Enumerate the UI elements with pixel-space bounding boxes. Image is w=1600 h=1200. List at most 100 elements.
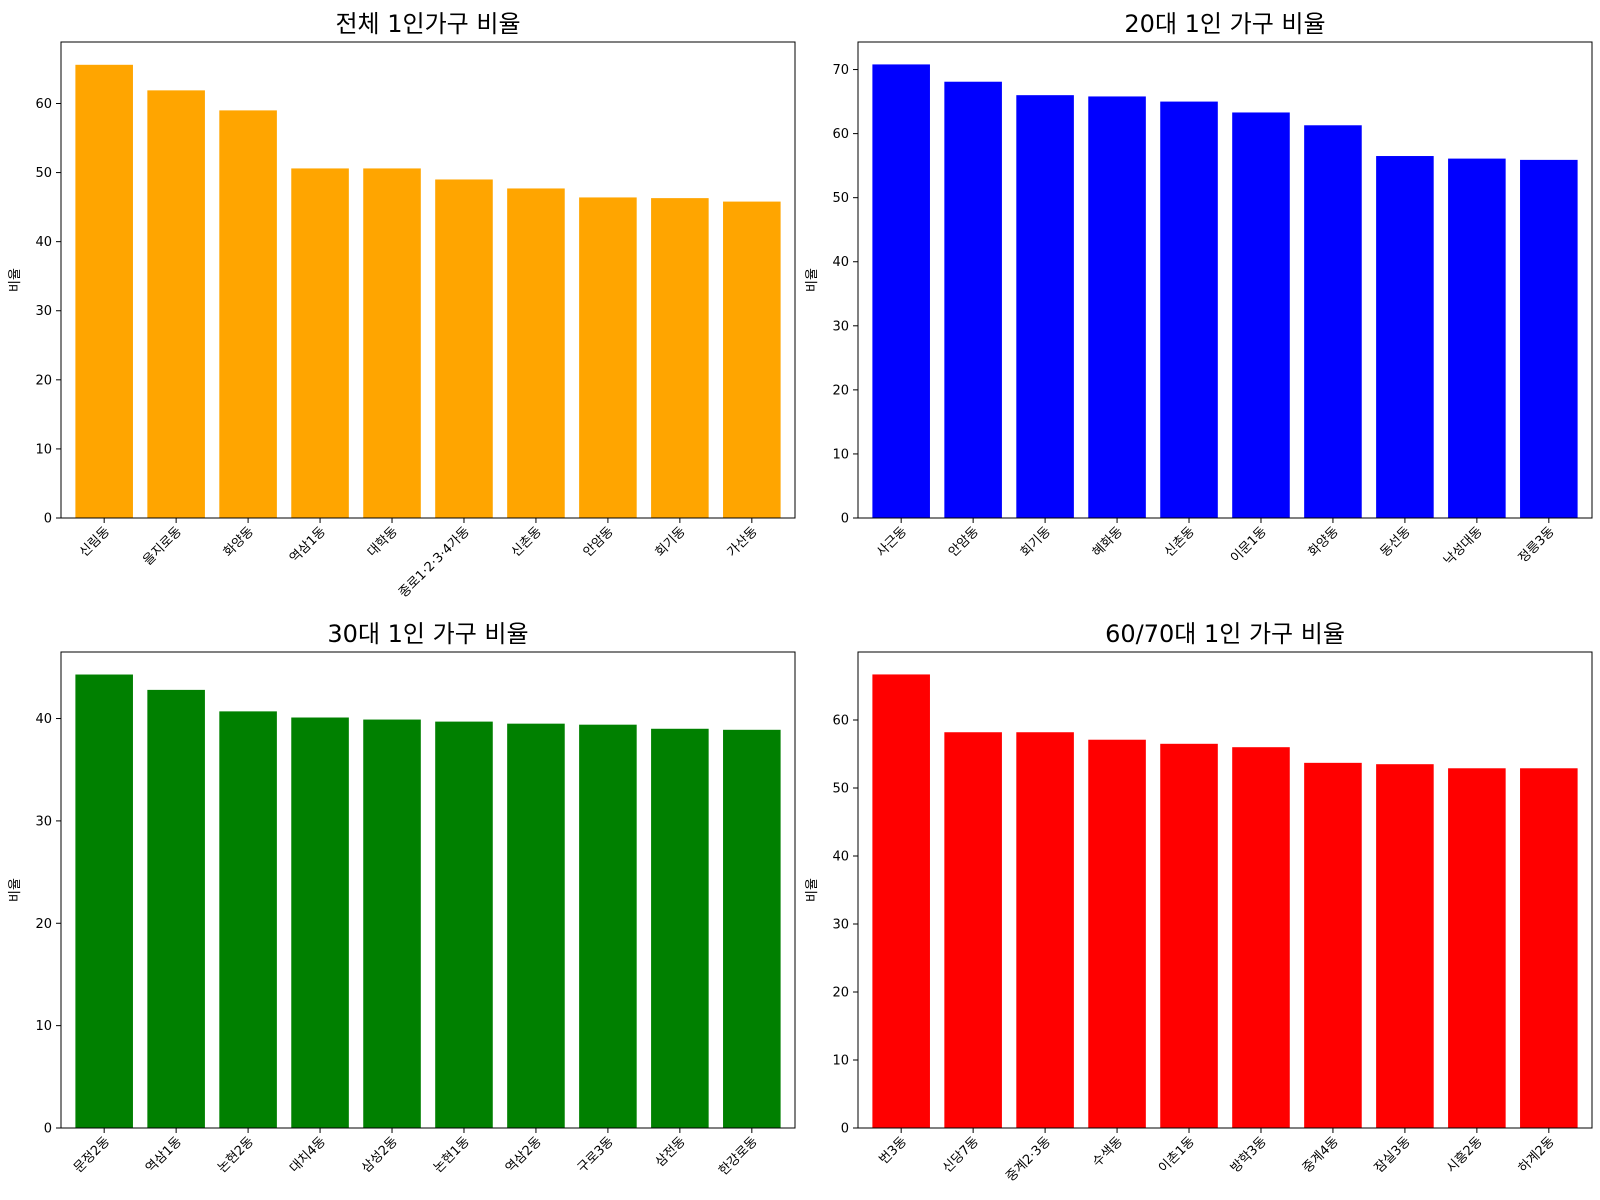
bar-6: [1232, 747, 1290, 1128]
chart-title: 60/70대 1인 가구 비율: [1105, 620, 1345, 648]
x-tick-label: 이촌1동: [1156, 1134, 1198, 1176]
bar-6: [1232, 112, 1290, 518]
bar-10: [1520, 768, 1578, 1128]
y-tick-label: 60: [832, 714, 849, 729]
bar-10: [723, 729, 781, 1128]
y-tick-label: 40: [35, 235, 52, 250]
x-tick-label: 논현2동: [215, 1134, 257, 1176]
x-tick-label: 역삼1동: [287, 524, 329, 566]
bar-8: [579, 724, 637, 1128]
x-tick-label: 화양동: [221, 524, 257, 560]
y-tick-label: 20: [35, 373, 52, 388]
bar-2: [147, 90, 205, 519]
y-tick-label: 50: [832, 191, 849, 206]
x-tick-label: 논현1동: [431, 1134, 473, 1176]
y-tick-label: 20: [832, 383, 849, 398]
x-tick-label: 문정2동: [71, 1134, 113, 1176]
x-tick-label: 신당7동: [940, 1134, 982, 1176]
x-tick-label: 삼전동: [653, 1134, 689, 1170]
x-tick-label: 화양동: [1306, 524, 1342, 560]
y-tick-label: 20: [35, 917, 52, 932]
bar-3: [1016, 95, 1074, 519]
y-tick-label: 10: [35, 442, 52, 457]
bar-7: [507, 188, 565, 518]
x-tick-label: 회기동: [1018, 524, 1054, 560]
y-tick-label: 60: [832, 127, 849, 142]
x-tick-label: 신촌동: [1162, 524, 1198, 560]
x-tick-label: 대학동: [365, 524, 401, 560]
y-axis-label: 비율: [805, 878, 820, 902]
chart-panel-3: 0 10 20 30 40 문정2동 역삼1동 논현2동 대치4동 삼성2동 논현1동 역삼2동 구로3…: [8, 620, 796, 1179]
chart-panel-1: 0 10 20 30 40 50 60 신림동 을지로동 화양동 역삼1동 대학동종로1·2·3·4가…: [8, 10, 796, 601]
x-tick-label: 대치4동: [287, 1134, 329, 1176]
bar-7: [507, 723, 565, 1128]
x-tick-label: 시흥2동: [1444, 1134, 1486, 1176]
bar-8: [1376, 156, 1434, 518]
chart-panel-2: 0 10 20 30 40 50 60 70 사근동 안암동 회기동 혜화동 신촌동 이문1동 화양동 동선동…: [805, 10, 1593, 569]
y-tick-label: 40: [832, 850, 849, 865]
bar-9: [651, 728, 709, 1128]
bar-1: [75, 674, 133, 1128]
bar-7: [1304, 762, 1362, 1128]
bar-8: [579, 197, 637, 518]
x-tick-label: 안암동: [946, 524, 982, 560]
x-tick-label: 동선동: [1378, 524, 1414, 560]
chart-title: 30대 1인 가구 비율: [327, 620, 528, 648]
x-tick-label: 신촌동: [509, 524, 545, 560]
y-tick-label: 30: [35, 814, 52, 829]
y-tick-label: 30: [832, 319, 849, 334]
bar-10: [723, 201, 781, 518]
y-tick-label: 0: [44, 1122, 52, 1137]
bar-6: [435, 179, 493, 519]
x-tick-label: 중계2·3동: [1003, 1134, 1054, 1185]
chart-panel-4: 0 10 20 30 40 50 60 번3동 신당7동 중계2·3동 수색동 이촌1동 방학3동 중계4…: [805, 620, 1593, 1185]
x-tick-label: 안암동: [581, 524, 617, 560]
bar-5: [1160, 743, 1218, 1128]
y-tick-label: 10: [832, 1054, 849, 1069]
bar-10: [1520, 159, 1578, 518]
bar-4: [291, 717, 349, 1128]
x-tick-label: 역삼1동: [143, 1134, 185, 1176]
y-tick-label: 50: [832, 782, 849, 797]
y-tick-label: 30: [35, 304, 52, 319]
x-tick-label: 삼성2동: [359, 1134, 401, 1176]
x-tick-label: 신림동: [77, 524, 113, 560]
x-tick-label: 낙성대동: [1441, 524, 1485, 568]
y-axis-label: 비율: [8, 268, 23, 292]
y-tick-label: 10: [35, 1019, 52, 1034]
y-tick-label: 0: [841, 512, 849, 527]
x-tick-label: 이문1동: [1228, 524, 1270, 566]
x-tick-label: 잠실3동: [1372, 1134, 1414, 1176]
y-tick-label: 10: [832, 447, 849, 462]
x-tick-label: 하계2동: [1516, 1134, 1558, 1176]
bar-9: [651, 198, 709, 518]
y-axis-label: 비율: [8, 878, 23, 902]
x-tick-label: 가산동: [725, 524, 761, 560]
y-tick-label: 20: [832, 986, 849, 1001]
y-tick-label: 40: [35, 712, 52, 727]
bar-3: [219, 110, 277, 518]
bar-1: [75, 64, 133, 519]
bar-2: [944, 732, 1002, 1128]
bar-5: [363, 719, 421, 1128]
x-tick-label: 을지로동: [141, 524, 185, 568]
bar-8: [1376, 764, 1434, 1128]
x-tick-label: 번3동: [877, 1134, 910, 1167]
x-tick-label: 수색동: [1090, 1134, 1126, 1170]
axes-frame: [60, 651, 796, 1129]
y-tick-label: 40: [832, 255, 849, 270]
bar-6: [435, 721, 493, 1128]
bar-3: [1016, 732, 1074, 1128]
x-tick-label: 방학3동: [1228, 1134, 1270, 1176]
y-tick-label: 50: [35, 166, 52, 181]
x-tick-label: 역삼2동: [503, 1134, 545, 1176]
bar-3: [219, 711, 277, 1128]
y-tick-label: 0: [44, 512, 52, 527]
x-tick-label: 한강로동: [716, 1134, 760, 1178]
bar-4: [291, 168, 349, 518]
bar-2: [944, 81, 1002, 518]
axes-frame: [857, 41, 1593, 519]
x-tick-label: 정릉3동: [1516, 524, 1558, 566]
y-tick-label: 30: [832, 918, 849, 933]
